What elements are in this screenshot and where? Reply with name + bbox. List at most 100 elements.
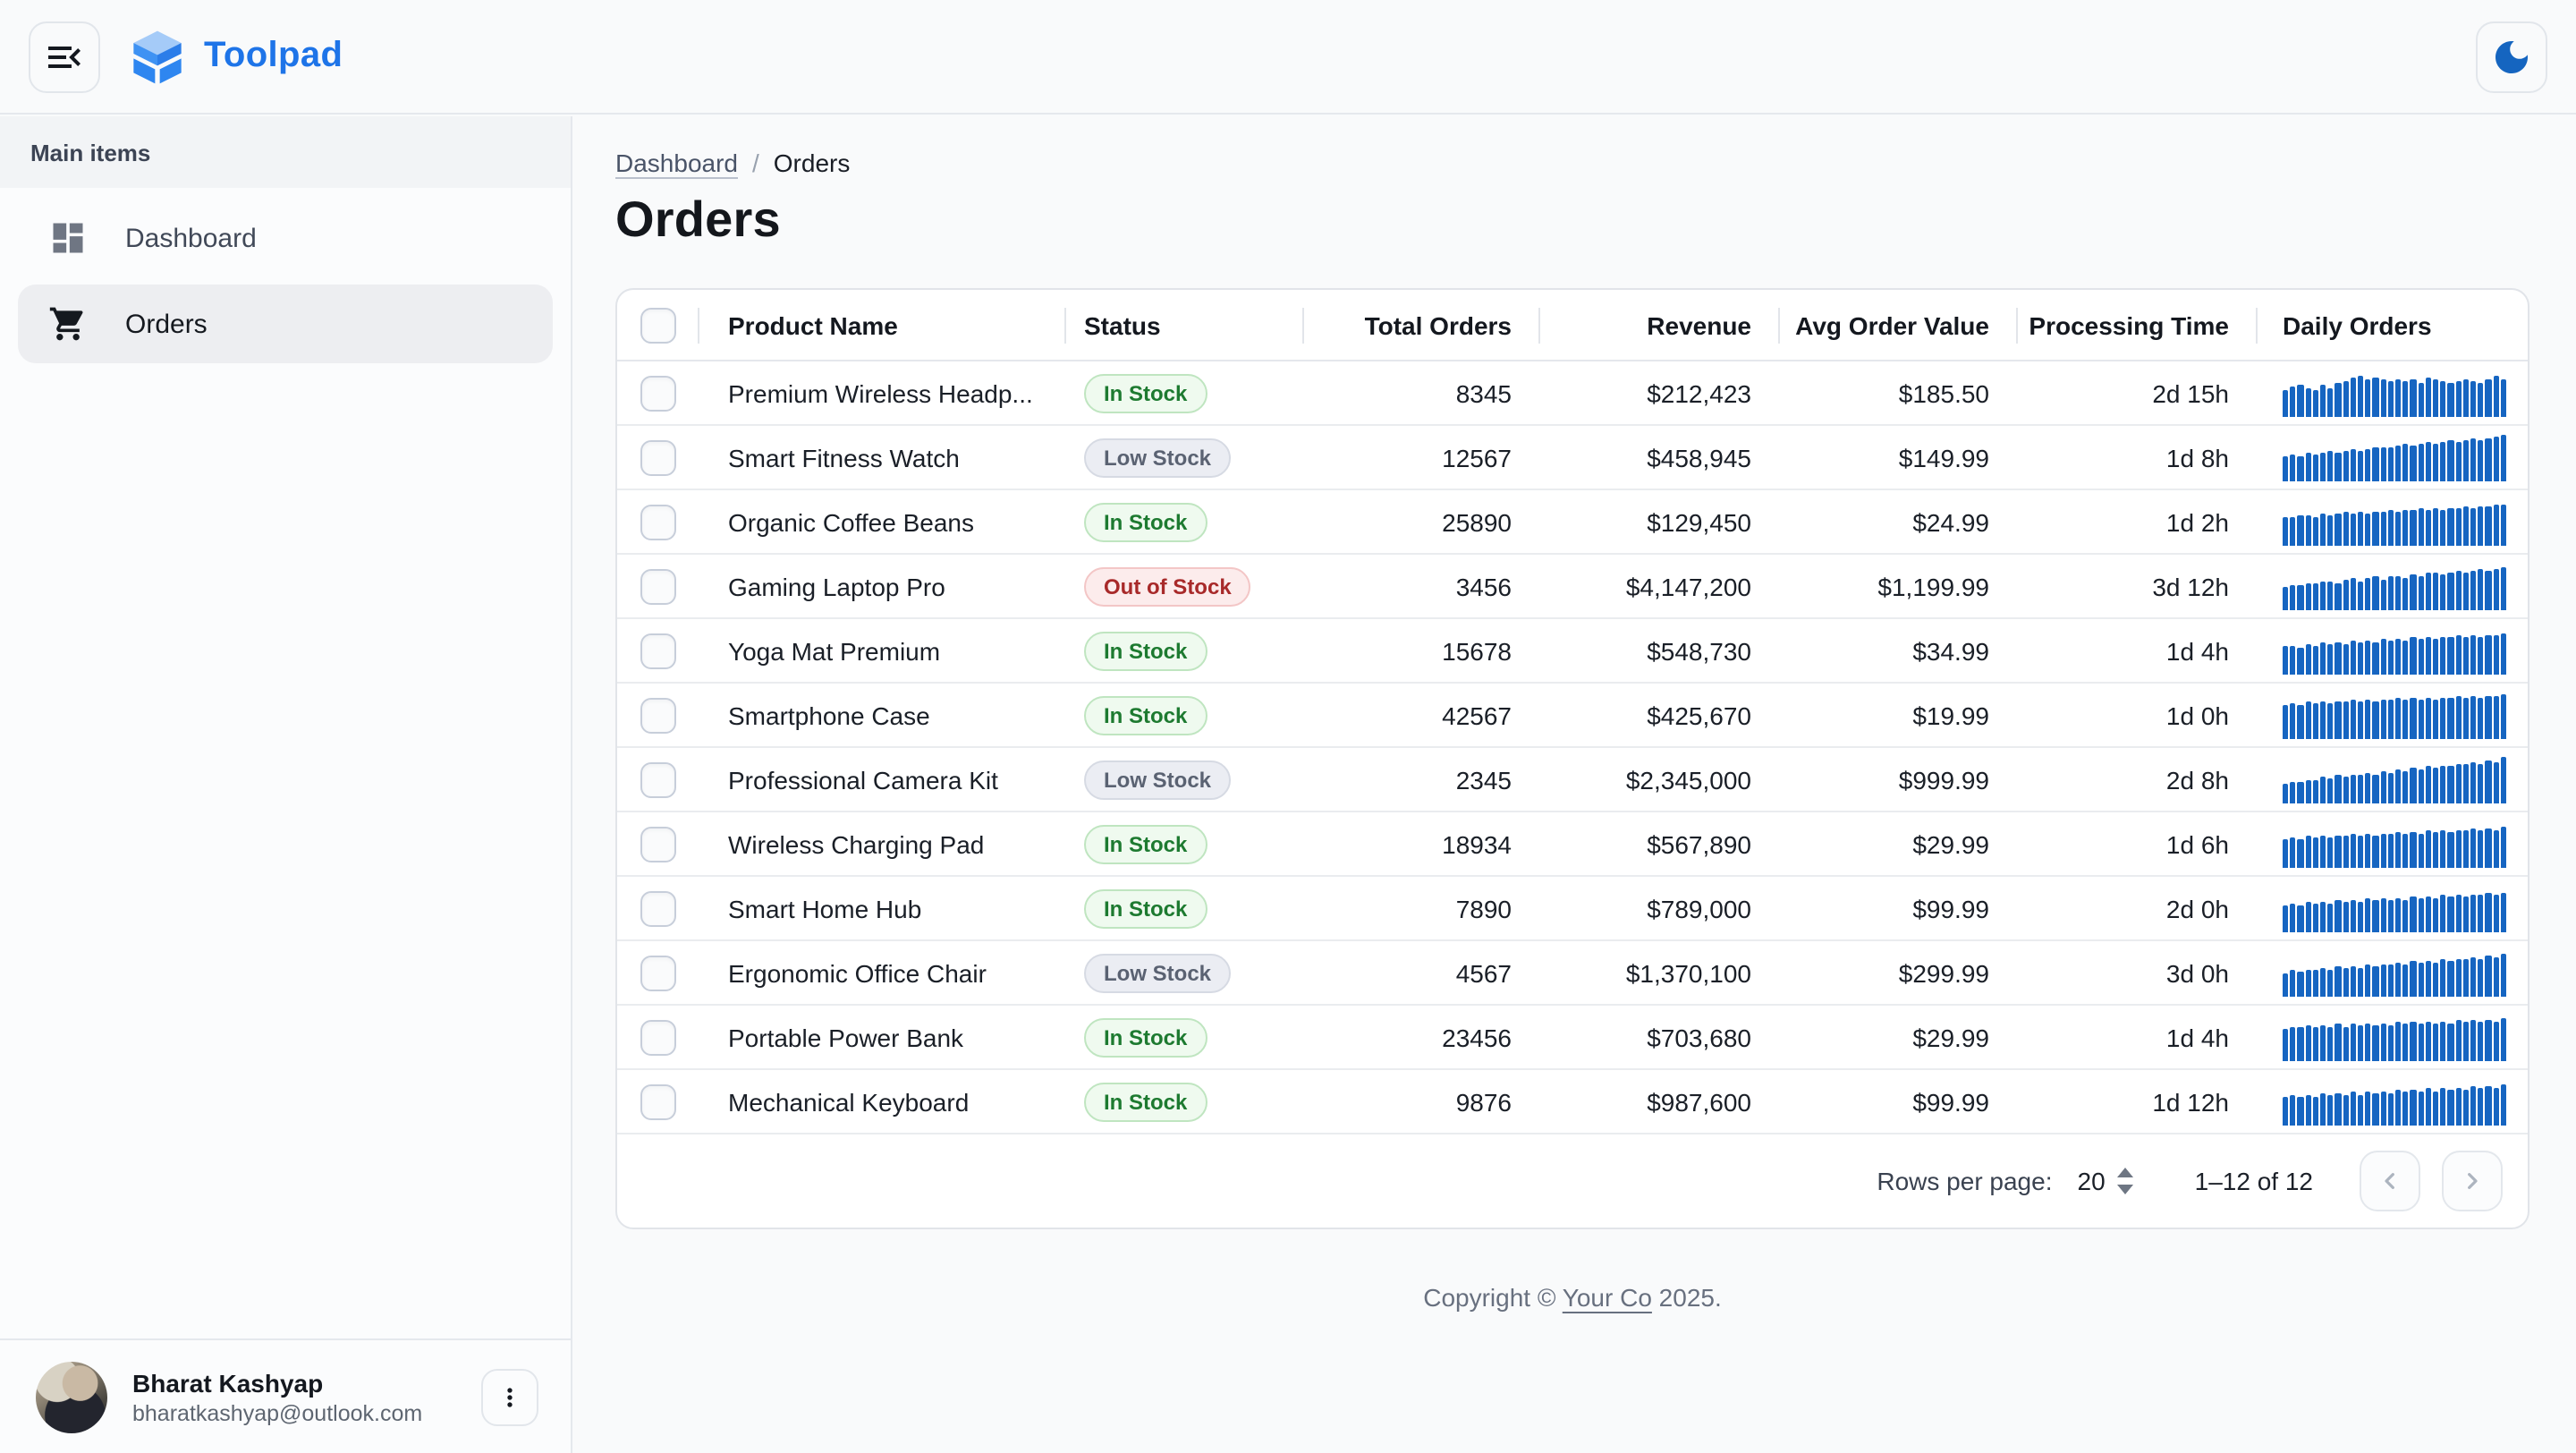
row-checkbox-cell	[617, 633, 699, 668]
daily-orders-cell	[2258, 626, 2528, 675]
processing-time: 2d 0h	[2165, 894, 2229, 922]
total-orders: 7890	[1455, 894, 1512, 922]
column-header-status[interactable]: Status	[1066, 290, 1304, 360]
status-cell: Low Stock	[1066, 953, 1304, 992]
column-header-avg-order-value[interactable]: Avg Order Value	[1780, 290, 2018, 360]
footer-company-link[interactable]: Your Co	[1562, 1283, 1652, 1312]
status-cell: In Stock	[1066, 695, 1304, 735]
daily-orders-cell	[2258, 884, 2528, 932]
row-checkbox[interactable]	[640, 568, 676, 604]
daily-orders-cell	[2258, 755, 2528, 803]
sidebar-section-label: Main items	[0, 116, 571, 188]
avg-order-value: $299.99	[1898, 958, 1989, 987]
avg-order-value: $19.99	[1912, 701, 1989, 729]
pagination-range: 1–12 of 12	[2194, 1167, 2313, 1195]
status-cell: In Stock	[1066, 502, 1304, 541]
row-checkbox[interactable]	[640, 761, 676, 797]
daily-orders-cell	[2258, 948, 2528, 997]
table-row[interactable]: Smartphone Case In Stock 42567 $425,670 $19.…	[617, 684, 2528, 748]
product-name: Smart Fitness Watch	[728, 443, 960, 472]
table-header-row: Product Name Status Total Orders Revenue…	[617, 290, 2528, 361]
processing-time: 3d 0h	[2165, 958, 2229, 987]
theme-toggle-button[interactable]	[2476, 21, 2547, 92]
avatar[interactable]	[36, 1361, 107, 1432]
table-row[interactable]: Ergonomic Office Chair Low Stock 4567 $1,37…	[617, 941, 2528, 1006]
dashboard-icon	[47, 217, 89, 259]
column-header-total-orders[interactable]: Total Orders	[1304, 290, 1540, 360]
total-orders: 3456	[1455, 572, 1512, 600]
row-checkbox[interactable]	[640, 439, 676, 475]
breadcrumb-link-dashboard[interactable]: Dashboard	[615, 149, 738, 177]
row-checkbox[interactable]	[640, 1019, 676, 1055]
processing-time: 1d 2h	[2165, 507, 2229, 536]
product-name: Smart Home Hub	[728, 894, 922, 922]
user-meta: Bharat Kashyap bharatkashyap@outlook.com	[132, 1368, 456, 1425]
breadcrumb: Dashboard / Orders	[615, 149, 2529, 177]
revenue: $458,945	[1647, 443, 1751, 472]
status-badge: Out of Stock	[1084, 566, 1251, 606]
rows-per-page-label: Rows per page:	[1877, 1167, 2053, 1195]
daily-orders-sparkline	[2283, 948, 2507, 997]
sidebar-collapse-button[interactable]	[29, 21, 100, 92]
processing-time: 1d 8h	[2165, 443, 2229, 472]
brand[interactable]: Toolpad	[129, 28, 343, 85]
row-checkbox[interactable]	[640, 504, 676, 540]
column-header-revenue[interactable]: Revenue	[1540, 290, 1780, 360]
table-row[interactable]: Wireless Charging Pad In Stock 18934 $567,8…	[617, 812, 2528, 877]
daily-orders-sparkline	[2283, 497, 2507, 546]
row-checkbox[interactable]	[640, 633, 676, 668]
daily-orders-cell	[2258, 691, 2528, 739]
sidebar-item-dashboard[interactable]: Dashboard	[18, 199, 553, 277]
status-badge: In Stock	[1084, 1082, 1208, 1121]
row-checkbox[interactable]	[640, 826, 676, 862]
row-checkbox[interactable]	[640, 697, 676, 733]
status-badge: In Stock	[1084, 502, 1208, 541]
table-row[interactable]: Organic Coffee Beans In Stock 25890 $129,45…	[617, 490, 2528, 555]
row-checkbox[interactable]	[640, 955, 676, 990]
daily-orders-cell	[2258, 820, 2528, 868]
table-row[interactable]: Yoga Mat Premium In Stock 15678 $548,730 $34…	[617, 619, 2528, 684]
revenue: $129,450	[1647, 507, 1751, 536]
sidebar-item-label: Orders	[125, 309, 208, 339]
row-checkbox-cell	[617, 697, 699, 733]
table-row[interactable]: Smart Fitness Watch Low Stock 12567 $458,94…	[617, 426, 2528, 490]
status-badge: Low Stock	[1084, 438, 1232, 477]
table-row[interactable]: Professional Camera Kit Low Stock 2345 $2,3…	[617, 748, 2528, 812]
total-orders: 4567	[1455, 958, 1512, 987]
brand-name: Toolpad	[204, 36, 343, 75]
table-row[interactable]: Premium Wireless Headp... In Stock 8345 $21…	[617, 361, 2528, 426]
footer-copyright: Copyright © Your Co 2025.	[615, 1283, 2529, 1312]
product-name: Professional Camera Kit	[728, 765, 998, 794]
status-badge: In Stock	[1084, 631, 1208, 670]
table-row[interactable]: Smart Home Hub In Stock 7890 $789,000 $99.99…	[617, 877, 2528, 941]
previous-page-button[interactable]	[2360, 1151, 2420, 1211]
daily-orders-sparkline	[2283, 1013, 2507, 1061]
table-row[interactable]: Portable Power Bank In Stock 23456 $703,680…	[617, 1006, 2528, 1070]
row-checkbox-cell	[617, 504, 699, 540]
column-header-daily-orders[interactable]: Daily Orders	[2283, 310, 2432, 339]
table-row[interactable]: Mechanical Keyboard In Stock 9876 $987,600 $…	[617, 1070, 2528, 1134]
row-checkbox[interactable]	[640, 1083, 676, 1119]
sidebar-item-orders[interactable]: Orders	[18, 285, 553, 363]
table-row[interactable]: Gaming Laptop Pro Out of Stock 3456 $4,147,…	[617, 555, 2528, 619]
select-all-checkbox[interactable]	[640, 307, 676, 343]
revenue: $548,730	[1647, 636, 1751, 665]
rows-per-page-stepper[interactable]	[2116, 1167, 2134, 1195]
breadcrumb-separator: /	[752, 149, 759, 177]
next-page-button[interactable]	[2442, 1151, 2503, 1211]
page-title: Orders	[615, 191, 781, 247]
processing-time: 3d 12h	[2152, 572, 2229, 600]
column-header-processing-time[interactable]: Processing Time	[2018, 290, 2258, 360]
user-menu-button[interactable]	[481, 1368, 538, 1425]
daily-orders-sparkline	[2283, 820, 2507, 868]
column-header-product-name[interactable]: Product Name	[699, 290, 1066, 360]
row-checkbox[interactable]	[640, 375, 676, 411]
daily-orders-cell	[2258, 497, 2528, 546]
rows-per-page-value[interactable]: 20	[2077, 1167, 2106, 1195]
revenue: $987,600	[1647, 1087, 1751, 1116]
product-name: Smartphone Case	[728, 701, 930, 729]
status-badge: In Stock	[1084, 373, 1208, 412]
row-checkbox[interactable]	[640, 890, 676, 926]
avg-order-value: $99.99	[1912, 1087, 1989, 1116]
